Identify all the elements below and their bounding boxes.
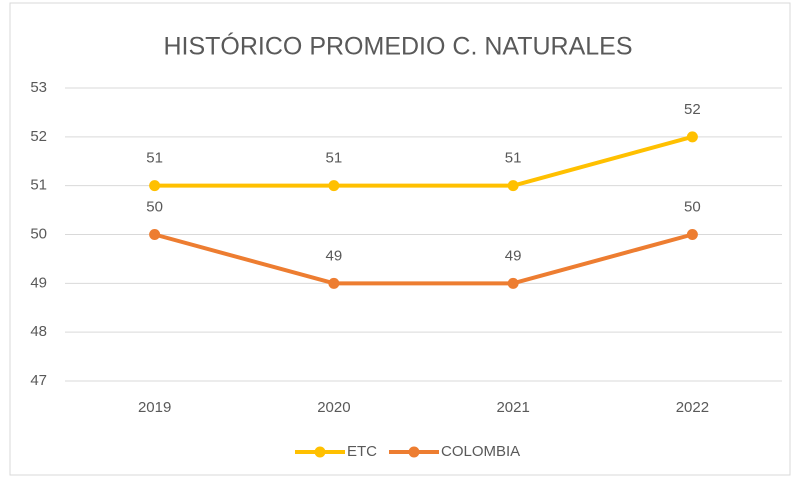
- data-label: 51: [146, 150, 163, 167]
- y-tick-label: 53: [30, 79, 47, 96]
- legend-label: ETC: [347, 443, 377, 460]
- data-label: 50: [146, 198, 163, 215]
- y-tick-label: 51: [30, 177, 47, 194]
- data-label: 51: [326, 150, 343, 167]
- y-tick-label: 52: [30, 128, 47, 145]
- legend-marker: [408, 446, 420, 458]
- data-point: [686, 131, 698, 143]
- legend-label: COLOMBIA: [441, 443, 520, 460]
- x-tick-label: 2019: [138, 399, 171, 416]
- series-line: [154, 134, 693, 188]
- chart-frame: [9, 2, 791, 476]
- data-point: [149, 229, 161, 240]
- data-point: [149, 180, 161, 192]
- y-tick-label: 50: [30, 225, 47, 242]
- data-point: [328, 180, 340, 192]
- y-tick-label: 47: [30, 372, 47, 389]
- data-label: 50: [684, 198, 701, 215]
- y-tick-label: 49: [30, 274, 47, 291]
- data-label: 52: [684, 101, 701, 118]
- legend-marker: [314, 446, 326, 458]
- data-point: [507, 277, 519, 289]
- data-label: 51: [505, 150, 522, 167]
- data-label: 49: [505, 247, 522, 264]
- x-tick-label: 2021: [496, 399, 529, 416]
- data-point: [686, 229, 698, 240]
- series-line: [154, 232, 693, 286]
- data-point: [507, 180, 519, 192]
- x-tick-label: 2022: [676, 399, 709, 416]
- x-tick-label: 2020: [317, 399, 350, 416]
- y-tick-label: 48: [30, 323, 47, 340]
- data-label: 49: [326, 247, 343, 264]
- data-point: [328, 277, 340, 289]
- chart-title: HISTÓRICO PROMEDIO C. NATURALES: [163, 32, 632, 61]
